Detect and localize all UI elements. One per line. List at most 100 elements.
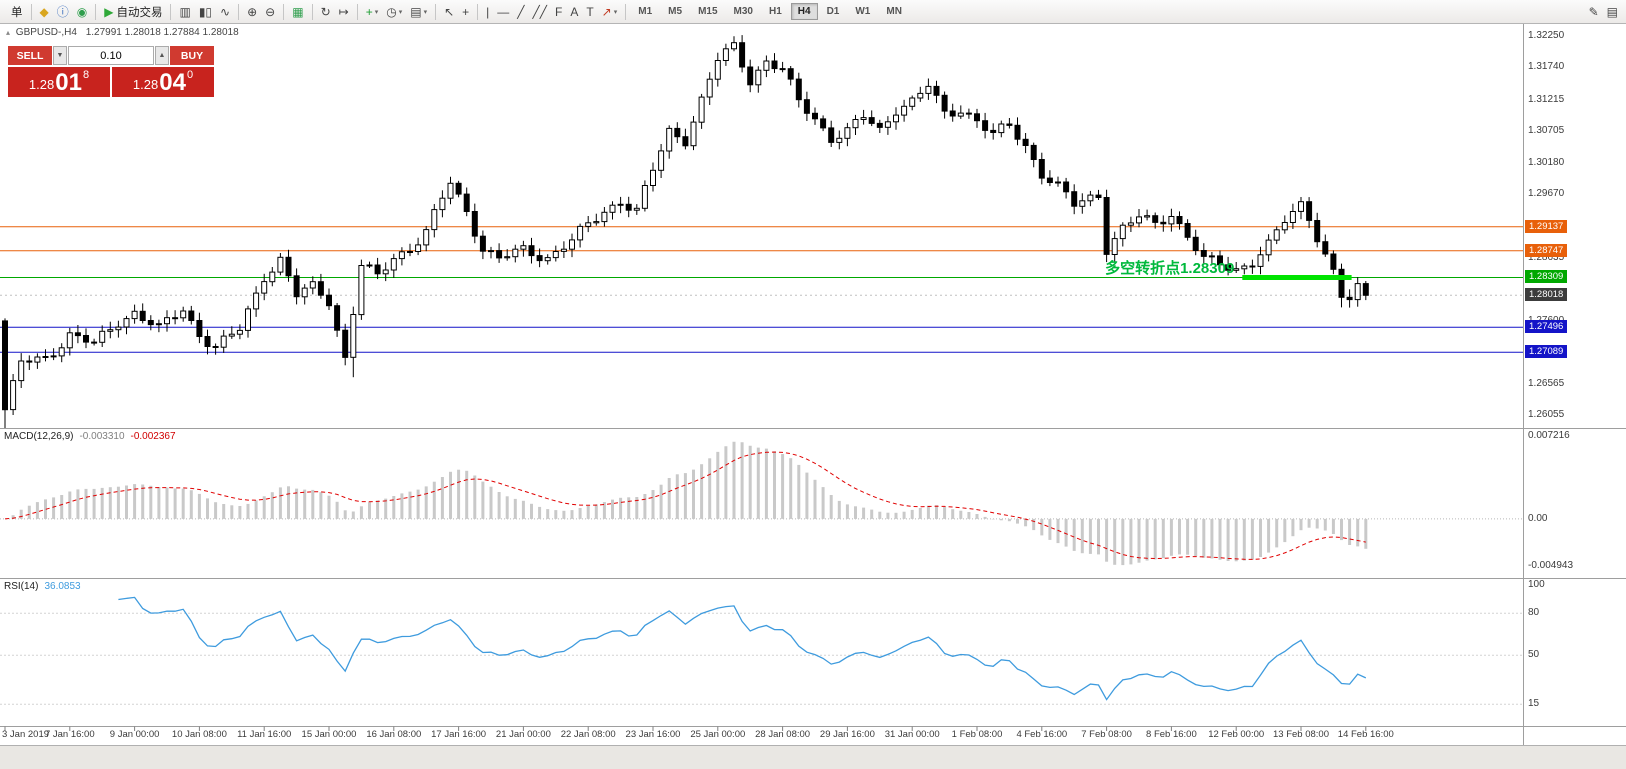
periods-button[interactable]: ◷ ▾ [383,2,405,22]
tile-windows-button[interactable]: ▦ [289,2,306,22]
macd-main-value: -0.003310 [79,431,125,442]
toolbar-separator [95,3,97,20]
rsi-indicator-label: RSI(14) 36.0853 [4,581,81,592]
annotation-text[interactable]: 多空转折点1.28309 [1105,260,1235,278]
periods-icon: ◷ [386,4,397,19]
horizontal-line-button[interactable]: — [494,2,512,22]
periods-dropdown-icon[interactable]: ▾ [398,8,403,16]
data-window-icon: ⓘ [56,4,69,19]
arrows-button[interactable]: ↗ ▾ [599,2,621,22]
arrows-dropdown-icon[interactable]: ▾ [613,8,618,16]
sell-price-big: 1.28 [28,77,55,92]
panel-button[interactable]: ▤ [1604,2,1621,22]
vertical-line-icon: | [486,4,490,19]
toolbar-separator [283,3,285,20]
volume-increase-button[interactable]: ▲ [155,46,169,65]
autotrading-icon: ▶ [104,4,114,19]
market-watch-icon: ◆ [39,4,49,19]
templates-dropdown-icon[interactable]: ▾ [423,8,428,16]
pencil-button[interactable]: ✎ [1586,2,1602,22]
macd-indicator-label: MACD(12,26,9) -0.003310 -0.002367 [4,431,176,442]
autotrading-button[interactable]: ▶ 自动交易 [101,2,165,22]
timeframe-w1-button[interactable]: W1 [855,6,871,17]
new-order-label: 单 [11,6,23,19]
fibonacci-button[interactable]: F [552,2,565,22]
data-window-button[interactable]: ⓘ [54,2,72,22]
buy-button[interactable]: BUY [170,46,214,65]
bar-chart-button[interactable]: ▥ [176,2,193,22]
templates-button[interactable]: ▤ ▾ [407,2,430,22]
timeframe-h1-button[interactable]: H1 [768,6,782,17]
volume-decrease-button[interactable]: ▼ [53,46,67,65]
cursor-button[interactable]: ↖ [441,2,457,22]
chart-shift-button[interactable]: ↦ [336,2,352,22]
pencil-icon: ✎ [1588,4,1599,19]
new-order-button[interactable]: 单 [5,2,26,22]
buy-price-mid: 04 [159,69,186,96]
toolbar: 单 ◆ ⓘ ◉ ▶ 自动交易 ▥ ▮▯ ∿ ⊕ ⊖ ▦ ↻ ↦ + ▾ ◷ ▾ ▤ ▾ ↖ + | — ╱ ╱╱ F A T ↗ ▾ M1 M… [0,0,1626,24]
text-icon: A [570,4,579,19]
indicators-add-button[interactable]: + ▾ [363,2,382,22]
rsi-line [118,596,1367,701]
autotrading-label: 自动交易 [116,6,163,19]
auto-scroll-button[interactable]: ↻ [318,2,334,22]
panel-icon: ▤ [1606,4,1618,19]
cursor-icon: ↖ [444,4,455,19]
chart-shift-icon: ↦ [338,4,349,19]
candlestick-chart-button[interactable]: ▮▯ [196,2,215,22]
line-chart-button[interactable]: ∿ [217,2,233,22]
text-button[interactable]: A [567,2,581,22]
channel-button[interactable]: ╱╱ [530,2,550,22]
label-icon: T [586,4,594,19]
crosshair-button[interactable]: + [459,2,472,22]
auto-scroll-icon: ↻ [320,4,331,19]
timeframe-m30-button[interactable]: M30 [733,6,753,17]
zoom-in-icon: ⊕ [247,4,258,19]
symbol-period-label: GBPUSD-,H4 [15,27,77,38]
arrows-icon: ↗ [601,4,612,19]
volume-input[interactable] [68,46,154,65]
sell-button[interactable]: SELL [8,46,52,65]
timeframe-group: M1 M5 M15 M30 H1 H4 D1 W1 MN [630,3,910,20]
toolbar-separator [311,3,313,20]
buy-price-big: 1.28 [132,77,159,92]
toolbar-separator [170,3,172,20]
sell-price-button[interactable]: 1.28 01 8 [8,67,110,97]
collapse-quote-panel-icon[interactable]: ▴ [6,28,11,37]
trendline-button[interactable]: ╱ [514,2,527,22]
toolbar-separator [356,3,358,20]
buy-price-button[interactable]: 1.28 04 0 [112,67,214,97]
market-watch-button[interactable]: ◆ [37,2,52,22]
horizontal-line-icon: — [497,4,510,19]
label-button[interactable]: T [583,2,596,22]
ohlc-values: 1.27991 1.28018 1.27884 1.28018 [85,27,239,38]
indicators-add-dropdown-icon[interactable]: ▾ [374,8,379,16]
macd-signal-value: -0.002367 [130,431,176,442]
zoom-out-button[interactable]: ⊖ [262,2,278,22]
timeframe-h4-button[interactable]: H4 [790,3,818,20]
toolbar-separator [477,3,479,20]
timeframe-mn-button[interactable]: MN [886,6,902,17]
channel-icon: ╱╱ [532,4,547,19]
macd-signal-line [4,451,1366,560]
rsi-name: RSI(14) [4,581,39,592]
toolbar-separator [625,3,627,20]
vertical-line-button[interactable]: | [483,2,492,22]
status-strip [0,745,1626,769]
candlestick-chart-icon: ▮▯ [198,4,213,19]
timeframe-m1-button[interactable]: M1 [638,6,653,17]
timeframe-m5-button[interactable]: M5 [668,6,683,17]
indicators-add-icon: + [365,4,373,19]
tile-windows-icon: ▦ [292,4,304,19]
timeframe-m15-button[interactable]: M15 [698,6,718,17]
line-chart-icon: ∿ [220,4,231,19]
macd-name: MACD(12,26,9) [4,431,74,442]
zoom-out-icon: ⊖ [265,4,276,19]
timeframe-d1-button[interactable]: D1 [826,6,840,17]
zoom-in-button[interactable]: ⊕ [244,2,260,22]
navigator-button[interactable]: ◉ [74,2,90,22]
buy-price-pip: 0 [186,69,194,81]
sell-price-mid: 01 [55,69,82,96]
